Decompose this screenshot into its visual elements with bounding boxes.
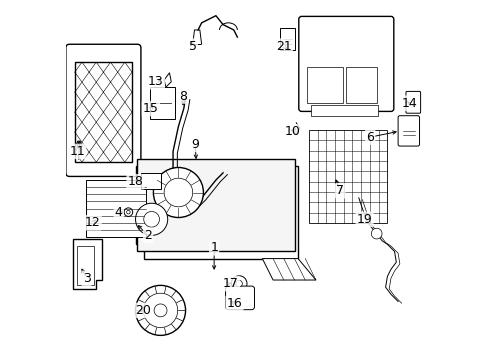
Text: 12: 12	[84, 216, 101, 229]
Text: 3: 3	[82, 272, 90, 285]
FancyBboxPatch shape	[405, 91, 420, 113]
Text: 16: 16	[226, 297, 242, 310]
Polygon shape	[262, 258, 315, 280]
FancyBboxPatch shape	[397, 116, 419, 146]
Circle shape	[135, 285, 185, 336]
Bar	[77, 246, 94, 285]
Text: 1: 1	[210, 241, 218, 255]
Text: 8: 8	[179, 90, 187, 103]
Circle shape	[126, 210, 130, 214]
Circle shape	[124, 208, 132, 216]
Text: 13: 13	[148, 75, 163, 88]
Bar	[310, 105, 378, 116]
FancyBboxPatch shape	[66, 44, 141, 176]
Circle shape	[143, 293, 177, 328]
Circle shape	[135, 203, 167, 235]
Text: 7: 7	[336, 184, 344, 197]
Bar	[75, 62, 132, 162]
Bar	[137, 158, 294, 251]
Polygon shape	[164, 73, 171, 87]
Circle shape	[153, 167, 203, 217]
Bar	[346, 67, 376, 103]
Bar	[308, 130, 386, 223]
Text: 17: 17	[223, 277, 238, 290]
Circle shape	[164, 178, 192, 207]
Text: 9: 9	[191, 138, 199, 151]
Circle shape	[143, 211, 159, 227]
Circle shape	[154, 304, 166, 317]
Circle shape	[235, 280, 242, 287]
Polygon shape	[290, 123, 299, 134]
Text: 5: 5	[188, 40, 196, 53]
Bar	[85, 180, 146, 237]
Text: 10: 10	[284, 125, 300, 138]
Text: 4: 4	[115, 206, 122, 219]
Text: 18: 18	[127, 175, 143, 188]
Text: 21: 21	[275, 40, 291, 53]
Text: 19: 19	[356, 213, 372, 226]
Text: 11: 11	[69, 145, 85, 158]
Text: 15: 15	[142, 102, 159, 115]
Polygon shape	[135, 166, 298, 258]
Bar	[141, 173, 160, 189]
Circle shape	[231, 276, 246, 292]
Polygon shape	[73, 239, 102, 289]
Bar	[149, 87, 175, 119]
Circle shape	[370, 228, 381, 239]
Text: 14: 14	[401, 97, 417, 110]
Bar	[280, 28, 294, 50]
FancyBboxPatch shape	[298, 17, 393, 111]
Text: 20: 20	[135, 304, 151, 317]
Text: 2: 2	[144, 229, 152, 242]
Text: 6: 6	[366, 131, 373, 144]
FancyBboxPatch shape	[225, 286, 254, 310]
Bar	[306, 67, 342, 103]
